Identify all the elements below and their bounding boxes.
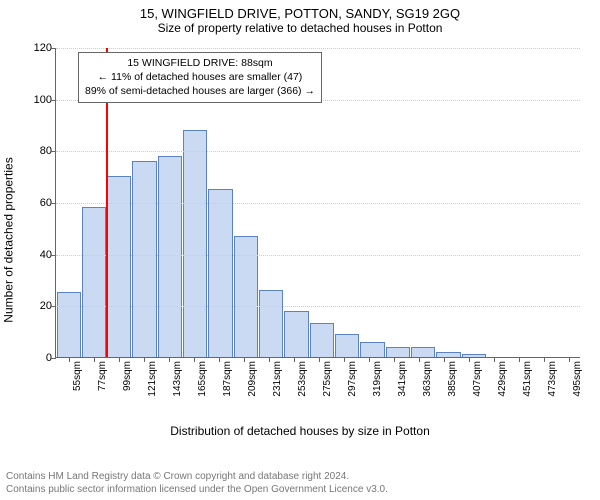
chart-area: Number of detached properties 0204060801… — [0, 40, 600, 440]
bar — [132, 161, 156, 357]
x-axis-label: Distribution of detached houses by size … — [0, 424, 600, 438]
bar — [284, 311, 308, 358]
x-tick-mark — [144, 357, 145, 362]
bar — [158, 156, 182, 358]
annotation-line: ← 11% of detached houses are smaller (47… — [85, 70, 315, 84]
bar — [462, 354, 486, 357]
x-tick-label: 341sqm — [397, 361, 408, 397]
plot-region: 02040608010012055sqm77sqm99sqm121sqm143s… — [55, 48, 580, 358]
x-tick-mark — [469, 357, 470, 362]
credits: Contains HM Land Registry data © Crown c… — [6, 470, 594, 496]
bar — [183, 130, 207, 357]
bar — [57, 292, 81, 357]
x-tick-label: 143sqm — [172, 361, 183, 397]
x-tick-mark — [319, 357, 320, 362]
x-tick-mark — [169, 357, 170, 362]
y-tick-mark — [51, 255, 56, 256]
x-tick-mark — [369, 357, 370, 362]
credit-line-2: Contains public sector information licen… — [6, 483, 594, 496]
x-tick-label: 473sqm — [547, 361, 558, 397]
x-tick-label: 451sqm — [522, 361, 533, 397]
bar — [82, 207, 106, 357]
annotation-line: 15 WINGFIELD DRIVE: 88sqm — [85, 56, 315, 70]
x-tick-label: 165sqm — [197, 361, 208, 397]
bar — [335, 334, 359, 357]
credit-line-1: Contains HM Land Registry data © Crown c… — [6, 470, 594, 483]
x-tick-mark — [444, 357, 445, 362]
x-tick-label: 187sqm — [222, 361, 233, 397]
x-tick-label: 253sqm — [297, 361, 308, 397]
y-tick-mark — [51, 358, 56, 359]
y-tick-mark — [51, 151, 56, 152]
x-tick-label: 429sqm — [497, 361, 508, 397]
x-tick-label: 99sqm — [122, 361, 133, 391]
x-tick-mark — [194, 357, 195, 362]
grid-line — [56, 255, 580, 256]
y-tick-mark — [51, 203, 56, 204]
x-tick-mark — [419, 357, 420, 362]
x-tick-label: 231sqm — [272, 361, 283, 397]
x-tick-mark — [219, 357, 220, 362]
x-tick-label: 121sqm — [147, 361, 158, 397]
chart-subtitle: Size of property relative to detached ho… — [0, 21, 600, 39]
grid-line — [56, 306, 580, 307]
x-tick-mark — [94, 357, 95, 362]
x-tick-label: 297sqm — [347, 361, 358, 397]
chart-title: 15, WINGFIELD DRIVE, POTTON, SANDY, SG19… — [0, 0, 600, 21]
x-tick-label: 77sqm — [97, 361, 108, 391]
bar — [310, 323, 334, 357]
bar — [259, 290, 283, 357]
x-tick-mark — [69, 357, 70, 362]
y-tick-mark — [51, 100, 56, 101]
grid-line — [56, 203, 580, 204]
x-tick-mark — [244, 357, 245, 362]
x-tick-mark — [494, 357, 495, 362]
y-tick-mark — [51, 306, 56, 307]
x-tick-mark — [344, 357, 345, 362]
y-axis-label: Number of detached properties — [0, 40, 18, 440]
grid-line — [56, 151, 580, 152]
x-tick-mark — [269, 357, 270, 362]
x-tick-label: 55sqm — [72, 361, 83, 391]
x-tick-label: 385sqm — [447, 361, 458, 397]
x-tick-label: 209sqm — [247, 361, 258, 397]
bar — [360, 342, 384, 358]
x-tick-mark — [294, 357, 295, 362]
bar — [436, 352, 460, 357]
x-tick-mark — [544, 357, 545, 362]
annotation-line: 89% of semi-detached houses are larger (… — [85, 84, 315, 98]
x-tick-label: 275sqm — [322, 361, 333, 397]
x-tick-label: 495sqm — [572, 361, 583, 397]
x-tick-mark — [119, 357, 120, 362]
x-tick-mark — [569, 357, 570, 362]
y-tick-mark — [51, 48, 56, 49]
annotation-box: 15 WINGFIELD DRIVE: 88sqm← 11% of detach… — [78, 52, 322, 103]
bar — [386, 347, 410, 357]
x-tick-mark — [394, 357, 395, 362]
bar — [208, 189, 232, 357]
x-tick-label: 407sqm — [472, 361, 483, 397]
x-tick-label: 319sqm — [372, 361, 383, 397]
bar — [411, 347, 435, 357]
x-tick-label: 363sqm — [422, 361, 433, 397]
x-tick-mark — [519, 357, 520, 362]
grid-line — [56, 48, 580, 49]
